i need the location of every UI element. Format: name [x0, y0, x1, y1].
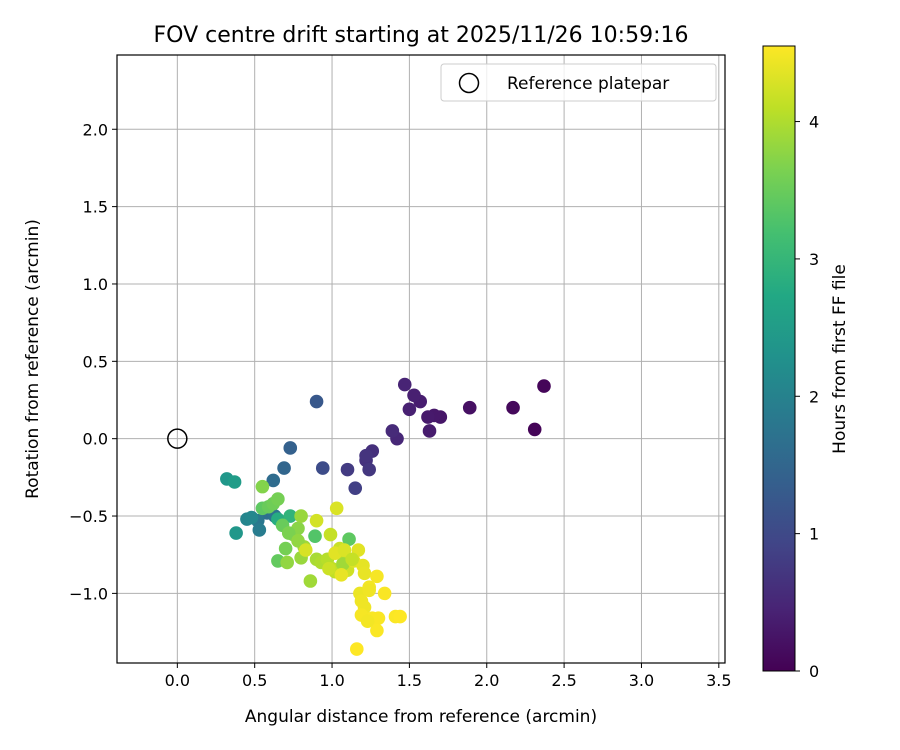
scatter-point: [397, 377, 412, 392]
scatter-point: [255, 479, 270, 494]
scatter-point: [337, 543, 352, 557]
chart-title: FOV centre drift starting at 2025/11/26 …: [154, 23, 689, 48]
scatter-point: [527, 422, 542, 437]
scatter-point: [360, 614, 375, 629]
scatter-point: [280, 555, 294, 570]
legend: Reference platepar: [440, 63, 717, 102]
scatter-points: [220, 377, 551, 656]
colorbar-label: Hours from first FF file: [830, 264, 850, 454]
scatter-point: [359, 448, 373, 463]
scatter-point: [340, 462, 355, 477]
scatter-point: [277, 461, 291, 475]
colorbar-tick-label: 2: [809, 387, 819, 406]
scatter-point: [407, 388, 421, 403]
plot-frame: [116, 54, 726, 664]
grid: [117, 55, 725, 663]
scatter-point: [342, 532, 356, 547]
legend-box: [440, 63, 717, 102]
scatter-point: [323, 527, 338, 542]
colorbar-tick-label: 3: [809, 250, 819, 269]
scatter-point: [362, 583, 376, 598]
scatter-point: [345, 552, 359, 567]
scatter-point: [349, 642, 364, 656]
scatter-point: [227, 475, 242, 489]
reference-marker: [167, 428, 188, 449]
y-tick-label: 2.0: [83, 120, 108, 139]
x-tick-label: 1.0: [319, 671, 344, 690]
x-tick-label: 3.0: [629, 671, 654, 690]
legend-entry-reference: Reference platepar: [507, 74, 669, 94]
scatter-point: [422, 424, 437, 438]
x-axis-label: Angular distance from reference (arcmin): [245, 707, 597, 727]
scatter-point: [283, 441, 298, 455]
scatter-point: [370, 623, 384, 638]
scatter-point: [421, 410, 435, 424]
scatter-point: [283, 509, 298, 523]
scatter-point: [537, 379, 551, 393]
x-tick-label: 0.5: [242, 671, 267, 690]
scatter-point: [362, 462, 376, 477]
scatter-point: [334, 568, 349, 582]
x-tick-label: 3.5: [706, 671, 731, 690]
y-tick-label: −1.0: [69, 584, 108, 603]
scatter-point: [278, 541, 293, 556]
legend-marker-icon: [458, 72, 480, 94]
colorbar: 0 1 2 3 4 Hours from first FF file: [762, 45, 850, 681]
scatter-point: [506, 400, 520, 415]
colorbar-ticks: 0 1 2 3 4: [795, 113, 819, 681]
x-tick-label: 1.5: [397, 671, 422, 690]
scatter-point: [315, 461, 330, 475]
scatter-point: [229, 526, 243, 540]
scatter-point: [322, 561, 336, 576]
colorbar-tick-label: 0: [809, 662, 819, 681]
scatter-point: [402, 402, 417, 417]
scatter-point: [281, 526, 296, 540]
y-tick-label: −0.5: [69, 507, 108, 526]
x-tick-label: 2.0: [474, 671, 499, 690]
scatter-point: [393, 609, 407, 624]
scatter-point: [244, 510, 259, 525]
scatter-point: [271, 492, 285, 506]
scatter-point: [371, 611, 386, 625]
scatter-point: [370, 569, 384, 584]
scatter-point: [309, 513, 324, 528]
scatter-point: [348, 481, 363, 495]
y-tick-label: 0.0: [83, 430, 108, 449]
x-tick-label: 0.0: [165, 671, 190, 690]
scatter-point: [294, 509, 308, 523]
scatter-point: [377, 586, 392, 601]
axis-ticks: 0.0 0.5 1.0 1.5 2.0 2.5 3.0 3.5 −1.0 −0.5 0.0 0.5 1.…: [69, 120, 731, 690]
scatter-point: [385, 424, 400, 438]
y-tick-label: 0.5: [83, 352, 108, 371]
scatter-point: [329, 501, 344, 516]
scatter-point: [266, 473, 281, 488]
colorbar-tick-label: 4: [809, 113, 819, 132]
y-tick-label: 1.5: [83, 198, 108, 217]
colorbar-tick-label: 1: [809, 525, 819, 544]
scatter-point: [303, 574, 318, 588]
scatter-point: [357, 566, 372, 581]
scatter-point: [252, 523, 267, 537]
scatter-point: [462, 400, 477, 415]
colorbar-gradient: [762, 45, 796, 672]
scatter-point: [308, 529, 322, 543]
y-axis-label: Rotation from reference (arcmin): [23, 219, 43, 499]
scatter-point: [309, 394, 324, 409]
y-tick-label: 1.0: [83, 275, 108, 294]
scatter-point: [291, 533, 305, 548]
scatter-point: [298, 543, 313, 557]
x-tick-label: 2.5: [551, 671, 576, 690]
